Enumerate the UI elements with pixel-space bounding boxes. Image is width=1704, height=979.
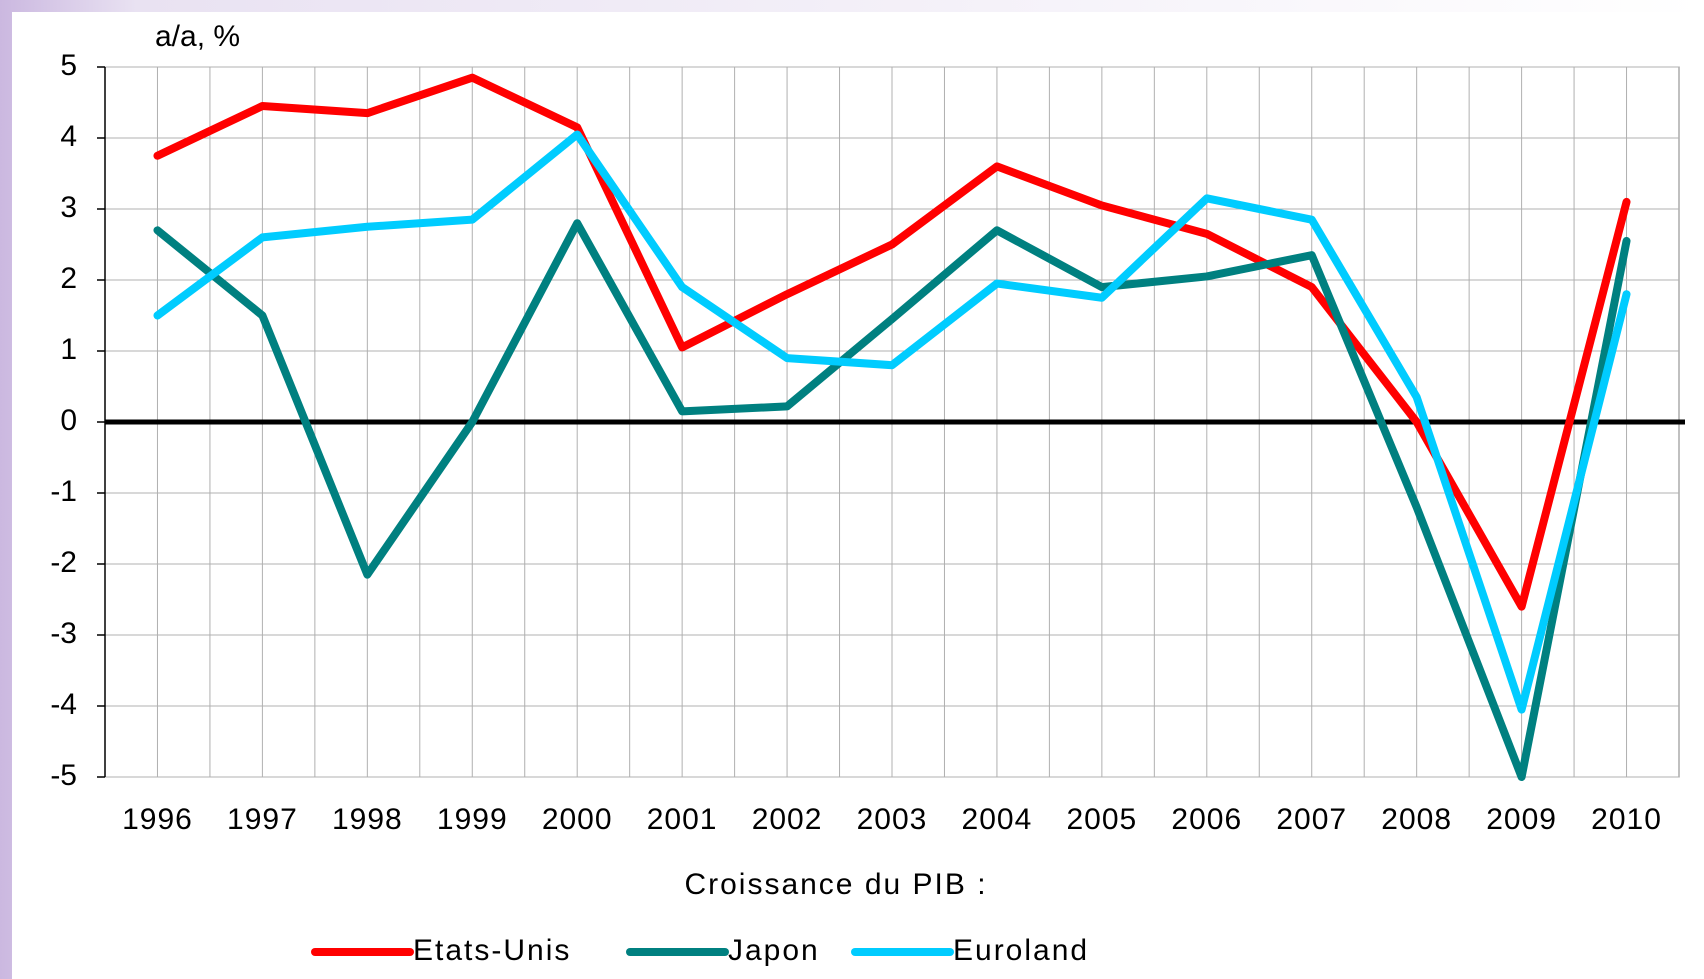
series-line [153, 219, 1631, 781]
x-tick-label: 1997 [227, 803, 298, 836]
x-tick-label: 2002 [752, 803, 823, 836]
x-tick-label: 2000 [542, 803, 613, 836]
x-axis-label: Croissance du PIB : [684, 868, 987, 901]
y-axis-label: a/a, % [155, 20, 240, 53]
y-tick-label: -5 [50, 759, 77, 792]
y-tick-label: 5 [60, 49, 77, 82]
y-tick-label: -4 [50, 688, 77, 721]
x-tick-label: 1996 [122, 803, 193, 836]
y-tick-label: 1 [60, 333, 77, 366]
x-tick-label: 2010 [1591, 803, 1662, 836]
x-tick-label: 2001 [647, 803, 718, 836]
x-tick-label: 2009 [1486, 803, 1557, 836]
y-tick-label: 0 [60, 404, 77, 437]
series-line [153, 73, 1631, 611]
y-tick-label: 2 [60, 262, 77, 295]
legend-label: Japon [728, 934, 820, 967]
x-tick-label: 1999 [437, 803, 508, 836]
x-tick-label: 2006 [1171, 803, 1242, 836]
series-line [153, 130, 1631, 714]
y-tick-label: 4 [60, 120, 77, 153]
x-tick-label: 1998 [332, 803, 403, 836]
legend-label: Etats-Unis [413, 934, 571, 967]
y-tick-label: 3 [60, 191, 77, 224]
x-tick-label: 2004 [962, 803, 1033, 836]
legend-label: Euroland [953, 934, 1089, 967]
x-tick-label: 2003 [857, 803, 928, 836]
x-tick-label: 2005 [1066, 803, 1137, 836]
y-tick-label: -2 [50, 546, 77, 579]
x-tick-label: 2007 [1276, 803, 1347, 836]
x-tick-label: 2008 [1381, 803, 1452, 836]
y-tick-label: -3 [50, 617, 77, 650]
y-tick-label: -1 [50, 475, 77, 508]
